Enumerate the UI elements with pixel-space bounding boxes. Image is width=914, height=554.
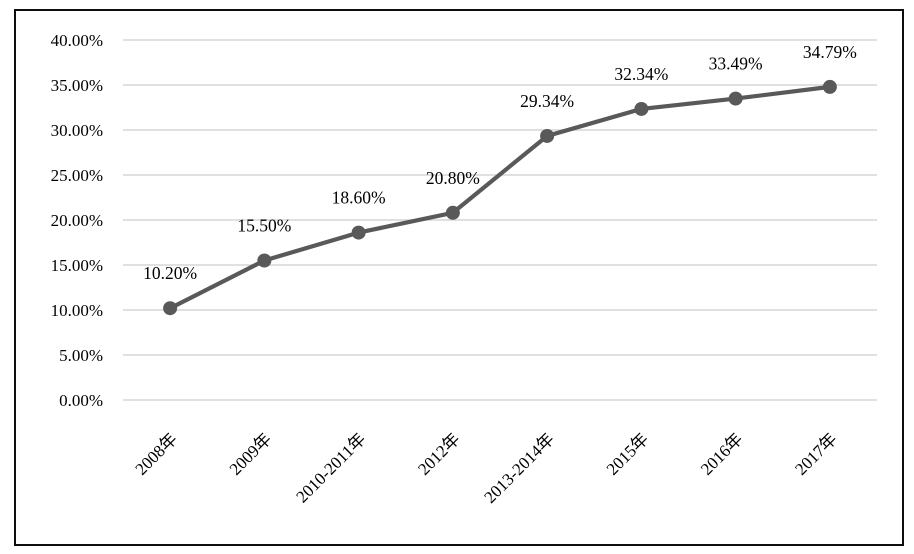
- data-point-label: 10.20%: [143, 263, 197, 283]
- y-axis-tick-label: 20.00%: [51, 211, 103, 230]
- data-point-marker: [634, 101, 649, 116]
- data-point-label: 33.49%: [709, 54, 763, 74]
- data-point-marker: [163, 301, 178, 316]
- data-line: [168, 84, 832, 311]
- data-point-marker: [351, 225, 366, 240]
- data-point-label: 29.34%: [520, 91, 574, 111]
- data-point-marker: [540, 128, 555, 143]
- x-axis-tick-label: 2017年: [791, 429, 840, 478]
- chart-frame: 0.00% 5.00% 10.00% 15.00% 20.00% 25.00% 30.00%…: [14, 9, 904, 546]
- data-point-label: 18.60%: [332, 188, 386, 208]
- data-point-marker: [822, 79, 837, 94]
- data-point-marker: [728, 91, 743, 106]
- data-point-label: 32.34%: [614, 64, 668, 84]
- y-axis-tick-label: 35.00%: [51, 76, 103, 95]
- y-axis-tick-label: 25.00%: [51, 166, 103, 185]
- y-axis-tick-label: 15.00%: [51, 256, 103, 275]
- data-point-label: 15.50%: [237, 216, 291, 236]
- x-axis-tick-label: 2008年: [131, 429, 180, 478]
- line-chart: 0.00% 5.00% 10.00% 15.00% 20.00% 25.00% 30.00%…: [51, 31, 877, 507]
- x-axis-tick-label: 2012年: [414, 429, 463, 478]
- y-axis-tick-label: 10.00%: [51, 301, 103, 320]
- data-point-label: 34.79%: [803, 42, 857, 62]
- x-axis-tick-label: 2013-2014年: [480, 429, 558, 507]
- y-axis-tick-label: 40.00%: [51, 31, 103, 50]
- data-point-label: 20.80%: [426, 168, 480, 188]
- data-point-marker: [257, 253, 272, 268]
- x-axis-tick-label: 2009年: [226, 429, 275, 478]
- data-point-marker: [445, 205, 460, 220]
- x-axis-tick-label: 2016年: [697, 429, 746, 478]
- y-axis-tick-label: 30.00%: [51, 121, 103, 140]
- x-axis-tick-label: 2010-2011年: [292, 429, 369, 506]
- y-axis-tick-label: 0.00%: [59, 391, 103, 410]
- x-axis-tick-label: 2015年: [603, 429, 652, 478]
- y-axis-tick-label: 5.00%: [59, 346, 103, 365]
